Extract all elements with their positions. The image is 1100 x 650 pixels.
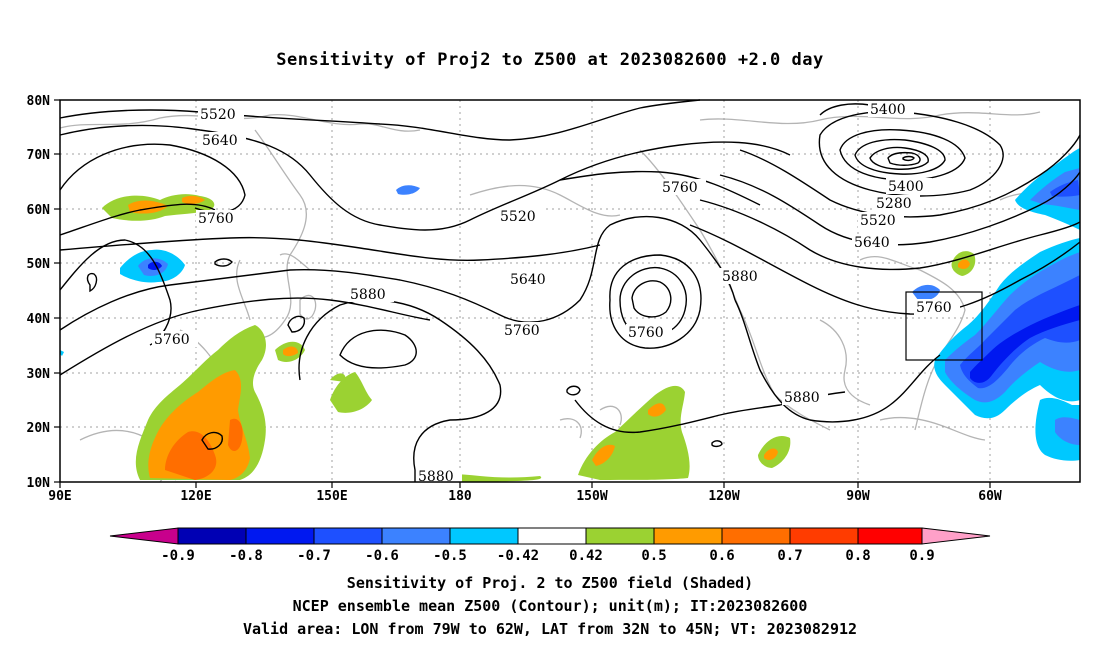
- lon-label: 150W: [576, 489, 607, 504]
- colorbar-box: [517, 527, 587, 545]
- contour-label: 5520: [200, 107, 236, 123]
- figure-title: Sensitivity of Proj2 to Z500 at 20230826…: [276, 50, 824, 70]
- colorbar-under-triangle: [109, 527, 179, 545]
- colorbar-label: 0.42: [569, 548, 603, 564]
- contour-label: 5760: [916, 300, 952, 316]
- contour-label: 5400: [888, 179, 924, 195]
- contour-label: 5880: [418, 469, 454, 485]
- caption-line-3: Valid area: LON from 79W to 62W, LAT fro…: [242, 620, 858, 638]
- contour-label-group: 5520 5640 5760 5760 5880 5880 5520 5640 …: [152, 101, 960, 485]
- z500-contours: [59, 99, 1081, 482]
- colorbar-box: [789, 527, 859, 545]
- contour-label: 5520: [860, 213, 896, 229]
- colorbar-boxes: [177, 527, 923, 545]
- lon-label: 150E: [316, 489, 347, 504]
- colorbar-label: -0.8: [229, 548, 263, 564]
- colorbar-box: [449, 527, 519, 545]
- colorbar-box: [721, 527, 791, 545]
- colorbar-label: -0.7: [297, 548, 331, 564]
- lon-label: 90W: [846, 489, 870, 504]
- sensitivity-shading: [60, 148, 1080, 482]
- colorbar-box: [245, 527, 315, 545]
- contour-label: 5880: [722, 269, 758, 285]
- colorbar-label: -0.42: [497, 548, 539, 564]
- colorbar-label: -0.5: [433, 548, 467, 564]
- colorbar: -0.9 -0.8 -0.7 -0.6 -0.5 -0.42 0.42 0.5 …: [109, 527, 991, 564]
- contour-label: 5880: [784, 390, 820, 406]
- caption-line-2: NCEP ensemble mean Z500 (Contour); unit(…: [292, 597, 808, 615]
- contour-label: 5880: [350, 287, 386, 303]
- contour-label: 5640: [854, 235, 890, 251]
- tick-marks: [54, 99, 991, 488]
- colorbar-box: [313, 527, 383, 545]
- contour-label: 5760: [628, 325, 664, 341]
- colorbar-box: [857, 527, 923, 545]
- lon-label: 120W: [708, 489, 739, 504]
- contour-label: 5400: [870, 102, 906, 118]
- contour-label: 5760: [154, 332, 190, 348]
- colorbar-box: [381, 527, 451, 545]
- colorbar-box: [653, 527, 723, 545]
- contour-label: 5640: [510, 272, 546, 288]
- colorbar-box: [585, 527, 655, 545]
- colorbar-label: 0.5: [641, 548, 666, 564]
- caption-line-1: Sensitivity of Proj. 2 to Z500 field (Sh…: [346, 574, 754, 592]
- lat-label: 10N: [27, 476, 51, 491]
- lon-label: 120E: [180, 489, 211, 504]
- lat-label: 30N: [27, 367, 51, 382]
- lat-label: 80N: [27, 94, 51, 109]
- colorbar-label: 0.7: [777, 548, 802, 564]
- colorbar-label: -0.6: [365, 548, 399, 564]
- colorbar-label: 0.9: [909, 548, 934, 564]
- colorbar-label: 0.8: [845, 548, 870, 564]
- valid-area-box: [905, 291, 983, 361]
- map-panel: 5520 5640 5760 5760 5880 5880 5520 5640 …: [27, 94, 1081, 504]
- contour-label: 5760: [504, 323, 540, 339]
- contour-label: 5640: [202, 133, 238, 149]
- lat-label: 40N: [27, 312, 51, 327]
- lat-label: 60N: [27, 203, 51, 218]
- lat-label: 50N: [27, 257, 51, 272]
- colorbar-label: -0.9: [161, 548, 195, 564]
- lat-label: 70N: [27, 148, 51, 163]
- colorbar-label: 0.6: [709, 548, 734, 564]
- colorbar-box: [177, 527, 247, 545]
- lon-label: 60W: [978, 489, 1002, 504]
- lat-label: 20N: [27, 421, 51, 436]
- contour-label: 5760: [662, 180, 698, 196]
- contour-label: 5520: [500, 209, 536, 225]
- contour-label: 5760: [198, 211, 234, 227]
- lon-label: 90E: [48, 489, 71, 504]
- lon-label: 180: [448, 489, 472, 504]
- contour-label: 5280: [876, 196, 912, 212]
- colorbar-over-triangle: [921, 527, 991, 545]
